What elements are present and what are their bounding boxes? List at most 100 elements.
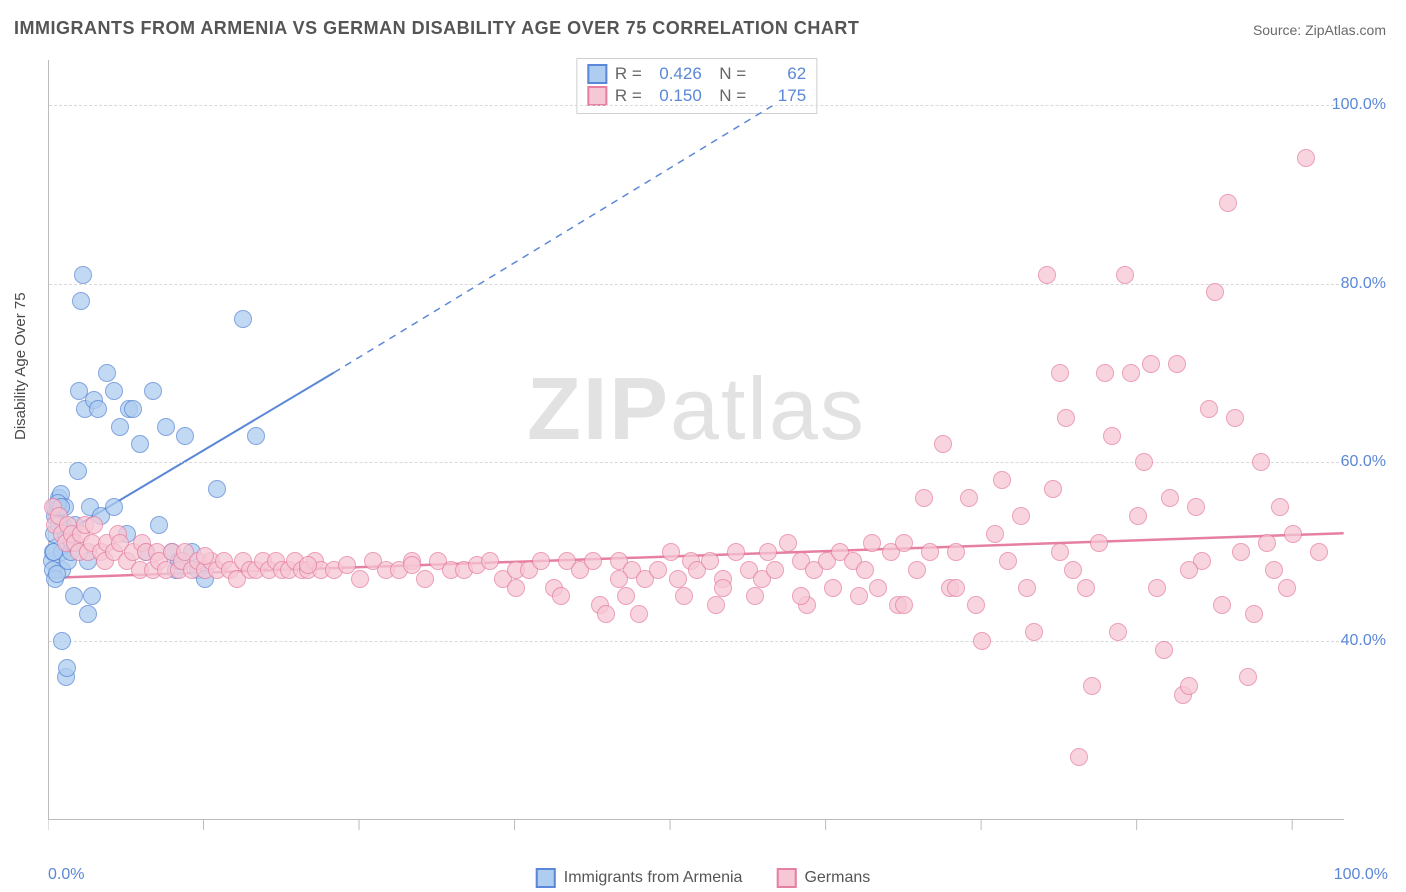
data-point xyxy=(1077,579,1095,597)
stat-n-series-0: 62 xyxy=(754,63,806,85)
data-point xyxy=(1103,427,1121,445)
legend-label-series-1: Germans xyxy=(804,869,870,887)
data-point xyxy=(934,435,952,453)
data-point xyxy=(507,579,525,597)
stat-key-n: N = xyxy=(710,85,746,107)
data-point xyxy=(1064,561,1082,579)
data-point xyxy=(869,579,887,597)
data-point xyxy=(947,579,965,597)
swatch-series-1 xyxy=(587,86,607,106)
stats-row-series-0: R = 0.426 N = 62 xyxy=(587,63,806,85)
data-point xyxy=(532,552,550,570)
data-point xyxy=(1219,194,1237,212)
data-point xyxy=(746,587,764,605)
data-point xyxy=(53,632,71,650)
data-point xyxy=(960,489,978,507)
data-point xyxy=(1135,453,1153,471)
data-point xyxy=(1018,579,1036,597)
y-axis-tick-label: 80.0% xyxy=(1341,275,1386,293)
data-point xyxy=(1044,480,1062,498)
data-point xyxy=(986,525,1004,543)
x-axis-tick-start: 0.0% xyxy=(48,866,84,884)
chart-title: IMMIGRANTS FROM ARMENIA VS GERMAN DISABI… xyxy=(14,18,859,39)
data-point xyxy=(1226,409,1244,427)
y-axis-tick-label: 100.0% xyxy=(1332,96,1386,114)
data-point xyxy=(850,587,868,605)
data-point xyxy=(1245,605,1263,623)
legend-swatch-series-1 xyxy=(776,868,796,888)
data-point xyxy=(79,605,97,623)
data-point xyxy=(157,418,175,436)
watermark-rest: atlas xyxy=(670,359,866,458)
data-point xyxy=(863,534,881,552)
data-point xyxy=(993,471,1011,489)
data-point xyxy=(1271,498,1289,516)
watermark: ZIPatlas xyxy=(527,358,866,460)
data-point xyxy=(1252,453,1270,471)
stats-row-series-1: R = 0.150 N = 175 xyxy=(587,85,806,107)
data-point xyxy=(1180,561,1198,579)
data-point xyxy=(105,498,123,516)
data-point xyxy=(908,561,926,579)
stat-r-series-0: 0.426 xyxy=(650,63,702,85)
data-point xyxy=(630,605,648,623)
grid-line xyxy=(49,284,1344,285)
data-point xyxy=(416,570,434,588)
data-point xyxy=(1284,525,1302,543)
data-point xyxy=(584,552,602,570)
data-point xyxy=(1161,489,1179,507)
data-point xyxy=(921,543,939,561)
data-point xyxy=(701,552,719,570)
data-point xyxy=(1070,748,1088,766)
data-point xyxy=(69,462,87,480)
legend-item-series-1: Germans xyxy=(776,868,870,888)
data-point xyxy=(999,552,1017,570)
legend-label-series-0: Immigrants from Armenia xyxy=(564,869,743,887)
data-point xyxy=(597,605,615,623)
data-point xyxy=(1057,409,1075,427)
data-point xyxy=(779,534,797,552)
data-point xyxy=(98,364,116,382)
data-point xyxy=(1122,364,1140,382)
trend-lines-svg xyxy=(49,60,1344,819)
data-point xyxy=(208,480,226,498)
data-point xyxy=(1038,266,1056,284)
data-point xyxy=(1213,596,1231,614)
data-point xyxy=(1083,677,1101,695)
grid-line xyxy=(49,105,1344,106)
stat-r-series-1: 0.150 xyxy=(650,85,702,107)
y-axis-label: Disability Age Over 75 xyxy=(12,292,29,440)
series-legend: Immigrants from Armenia Germans xyxy=(536,868,871,888)
data-point xyxy=(403,556,421,574)
data-point xyxy=(669,570,687,588)
data-point xyxy=(1232,543,1250,561)
grid-line xyxy=(49,641,1344,642)
data-point xyxy=(1168,355,1186,373)
data-point xyxy=(973,632,991,650)
data-point xyxy=(967,596,985,614)
data-point xyxy=(1096,364,1114,382)
data-point xyxy=(234,310,252,328)
data-point xyxy=(649,561,667,579)
data-point xyxy=(1051,543,1069,561)
data-point xyxy=(196,547,214,565)
data-point xyxy=(766,561,784,579)
x-tick-marks xyxy=(48,820,1344,834)
data-point xyxy=(351,570,369,588)
data-point xyxy=(662,543,680,561)
data-point xyxy=(124,400,142,418)
data-point xyxy=(895,596,913,614)
data-point xyxy=(675,587,693,605)
data-point xyxy=(1109,623,1127,641)
data-point xyxy=(1129,507,1147,525)
data-point xyxy=(1278,579,1296,597)
data-point xyxy=(111,418,129,436)
data-point xyxy=(792,587,810,605)
data-point xyxy=(1310,543,1328,561)
data-point xyxy=(1155,641,1173,659)
data-point xyxy=(89,400,107,418)
data-point xyxy=(247,427,265,445)
data-point xyxy=(1265,561,1283,579)
stat-key-r: R = xyxy=(615,63,642,85)
data-point xyxy=(1148,579,1166,597)
